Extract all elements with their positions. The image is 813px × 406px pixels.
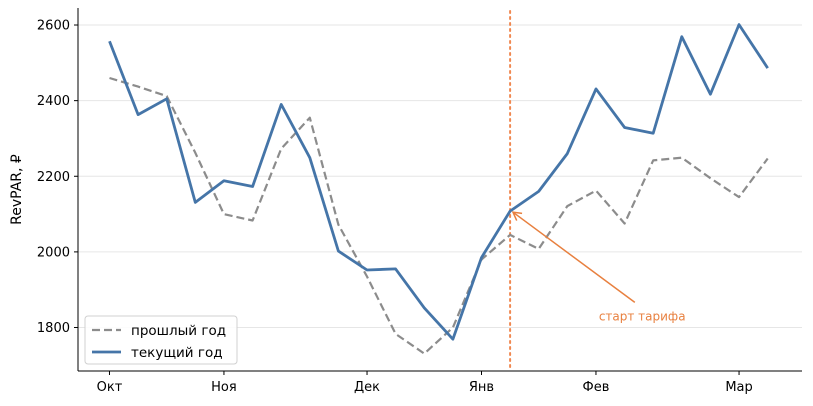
axes [77, 8, 802, 372]
x-tick-label-3: Янв [469, 380, 494, 395]
x-tick-label-1: Ноя [211, 380, 237, 395]
legend: прошлый год текущий год [84, 315, 238, 365]
annotation-arrow-head [511, 211, 523, 221]
x-tick-label-2: Дек [354, 380, 380, 395]
y-tick-label-2400: 2400 [37, 94, 70, 109]
y-tick-label-2000: 2000 [37, 245, 70, 260]
x-tick-label-5: Мар [725, 380, 752, 395]
annotation-label: старт тарифа [599, 309, 686, 323]
annotation-arrow [512, 211, 636, 303]
legend-label-current-year: текущий год [131, 345, 223, 361]
series-line-0 [109, 76, 769, 355]
legend-box [84, 315, 238, 365]
series-lines [108, 23, 769, 355]
legend-label-last-year: прошлый год [131, 323, 226, 339]
y-axis-title: RevPAR, ₽ [9, 154, 25, 225]
tick-marks: 1800 2000 2200 2400 2600 Окт Ноя Дек Янв Фев Мар [37, 19, 753, 395]
y-tick-label-2200: 2200 [37, 170, 70, 185]
y-tick-label-1800: 1800 [37, 321, 70, 336]
series-line-1 [108, 23, 769, 341]
y-tick-label-2600: 2600 [37, 19, 70, 34]
x-tick-label-4: Фев [583, 380, 610, 395]
x-tick-label-0: Окт [97, 380, 123, 395]
grid-lines [78, 24, 802, 329]
annotation: старт тарифа [511, 211, 686, 323]
